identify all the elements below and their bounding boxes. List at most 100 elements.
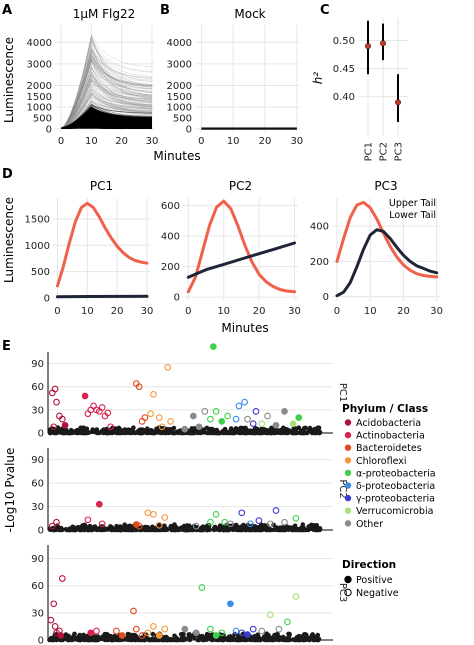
y-tick-label: 1000 (167, 103, 192, 114)
x-tick-label: 20 (115, 136, 128, 147)
y-tick-label: 0 (174, 293, 180, 304)
background-point (256, 428, 261, 433)
data-point (54, 399, 60, 405)
background-point (109, 528, 114, 533)
data-point (208, 416, 214, 422)
panel-b-grid (195, 25, 300, 132)
ab-xlabel: Minutes (153, 149, 200, 163)
data-point (60, 576, 66, 582)
background-point (103, 528, 108, 533)
data-point (85, 517, 91, 523)
background-point (134, 635, 139, 640)
legend-label: Other (356, 519, 383, 530)
data-point (82, 393, 88, 399)
data-point (213, 633, 219, 639)
data-point (225, 413, 231, 419)
d-xlabel: Minutes (221, 321, 268, 335)
data-point (293, 594, 299, 600)
background-point (235, 637, 240, 642)
legend-label: Actinobacteria (356, 431, 425, 442)
panel-a-ylabel: Luminescence (2, 37, 16, 123)
background-point (48, 430, 53, 435)
y-tick-label: 500 (31, 267, 50, 278)
legend-direction-title: Direction (342, 559, 396, 571)
data-point (196, 424, 202, 430)
y-tick-label: 30 (31, 608, 44, 619)
background-point (129, 526, 134, 531)
data-point (250, 421, 256, 427)
background-point (185, 636, 190, 641)
background-point (298, 527, 303, 532)
x-tick-label: PC1 (364, 142, 375, 161)
data-point (114, 628, 120, 634)
background-point (283, 431, 288, 436)
panel-d-title: PC2 (229, 179, 252, 193)
y-tick-label: 600 (161, 201, 180, 212)
data-point (282, 409, 288, 415)
background-point (70, 637, 75, 642)
data-point (151, 512, 157, 518)
legend-entry: Upper Tail (389, 198, 436, 209)
background-point (53, 636, 58, 641)
y-tick-label: 400 (310, 222, 329, 233)
background-point (300, 429, 305, 434)
panel-label-c: C (320, 3, 330, 18)
y-tick-label: 90 (31, 455, 44, 466)
y-tick-label: 400 (161, 232, 180, 243)
data-point (182, 426, 188, 432)
data-point (182, 626, 188, 632)
e-ylabel: -Log10 Pvalue (3, 448, 17, 533)
background-point (83, 524, 88, 529)
data-point (156, 415, 162, 421)
legend-label: Verrucomicrobia (356, 506, 433, 517)
background-point (266, 634, 271, 639)
panel-d-1: PC10 10 20 30050010001500 (25, 179, 154, 317)
y-tick-label: 0 (38, 636, 44, 645)
data-point (134, 626, 140, 632)
background-point (317, 426, 322, 431)
background-point (144, 431, 149, 436)
data-point (48, 617, 54, 623)
y-tick-label: 60 (31, 581, 44, 592)
data-point (94, 628, 100, 634)
data-point (50, 390, 56, 396)
data-point (285, 619, 291, 625)
data-point (168, 419, 174, 425)
background-point (77, 638, 82, 643)
series-line-lower (58, 296, 148, 297)
x-tick-label: 30 (288, 306, 301, 317)
background-point (99, 430, 104, 435)
background-point (89, 528, 94, 533)
background-point (79, 528, 84, 533)
data-point (290, 421, 296, 427)
background-point (119, 528, 124, 533)
data-point (211, 344, 217, 350)
panel-label-d: D (2, 167, 13, 182)
flat-band (201, 127, 296, 129)
background-point (109, 636, 114, 641)
background-point (298, 638, 303, 643)
background-point (133, 431, 138, 436)
legend-swatch (345, 432, 351, 438)
panel-a-title: 1µM Flg22 (73, 7, 136, 21)
legend-swatch (345, 495, 351, 501)
background-point (267, 528, 272, 533)
point-estimate (380, 40, 386, 46)
background-point (131, 425, 136, 430)
facet-pc3: 0306090PC3 (31, 545, 348, 645)
panel-b-ticks: 0 10 20 30050010001500200030004000 (167, 38, 304, 147)
legend-label: γ-proteobacteria (356, 494, 435, 505)
background-point (222, 430, 227, 435)
background-point (240, 636, 245, 641)
x-tick-label: 10 (81, 306, 94, 317)
background-point (239, 426, 244, 431)
background-point (96, 638, 101, 643)
background-point (130, 638, 135, 643)
background-point (248, 431, 253, 436)
legend-direction-entries: Positive Negative (345, 575, 399, 599)
x-tick-label: 0 (185, 306, 191, 317)
y-tick-label: 30 (31, 502, 44, 513)
background-point (187, 632, 192, 637)
series-line-upper (58, 203, 148, 285)
